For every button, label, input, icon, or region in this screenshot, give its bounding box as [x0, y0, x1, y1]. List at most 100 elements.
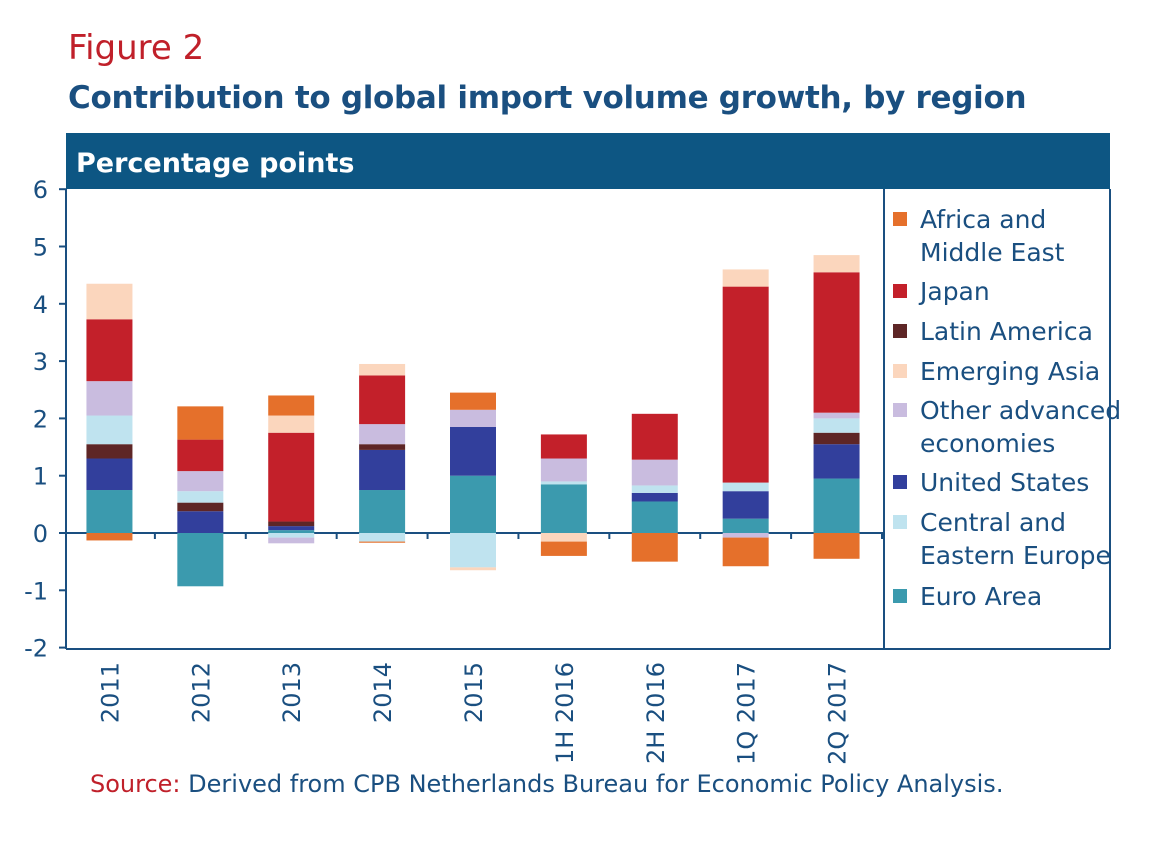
- bar-africa-and-middle-east-2h-2016: [631, 533, 678, 562]
- bars-group: [86, 255, 860, 587]
- legend-label: Africa and: [920, 205, 1046, 234]
- x-tick-label: 2Q 2017: [824, 662, 852, 765]
- bar-japan-2h-2016: [631, 413, 678, 460]
- source-label: Source:: [90, 770, 181, 798]
- bar-latin-america-2q-2017: [813, 432, 860, 445]
- bar-other-advanced-economies-2012: [177, 471, 224, 492]
- y-tick-label: 5: [33, 234, 48, 262]
- y-tick-label: 1: [33, 463, 48, 491]
- legend-label: Japan: [918, 277, 990, 306]
- bar-united-states-2012: [177, 511, 224, 533]
- legend-swatch: [893, 324, 907, 338]
- bar-euro-area-2014: [359, 490, 406, 533]
- y-tick-label: 2: [33, 405, 48, 433]
- legend-swatch: [893, 515, 907, 529]
- bar-euro-area-2011: [86, 490, 133, 533]
- x-tick-label: 1H 2016: [551, 662, 579, 764]
- bar-central-and-eastern-europe-2011: [86, 415, 133, 445]
- bar-other-advanced-economies-1h-2016: [540, 458, 587, 482]
- bar-other-advanced-economies-2014: [359, 424, 406, 445]
- source-note: Source: Derived from CPB Netherlands Bur…: [90, 770, 1003, 798]
- legend-label: United States: [920, 468, 1089, 497]
- bar-japan-2011: [86, 319, 133, 382]
- bar-central-and-eastern-europe-1q-2017: [722, 482, 769, 492]
- x-tick-label: 2013: [278, 662, 306, 723]
- bar-central-and-eastern-europe-2014: [359, 533, 406, 542]
- bar-latin-america-2013: [268, 521, 315, 527]
- bar-africa-and-middle-east-2015: [450, 392, 496, 410]
- bar-central-and-eastern-europe-2h-2016: [631, 485, 678, 493]
- bar-central-and-eastern-europe-2012: [177, 491, 224, 503]
- bar-africa-and-middle-east-1q-2017: [722, 537, 769, 567]
- bar-japan-2013: [268, 432, 315, 522]
- bar-other-advanced-economies-2q-2017: [813, 412, 860, 419]
- legend-swatch: [893, 475, 907, 489]
- x-tick-label: 2011: [96, 662, 124, 723]
- bar-emerging-asia-2011: [86, 283, 133, 320]
- bar-africa-and-middle-east-1h-2016: [540, 541, 587, 556]
- legend-swatch: [893, 364, 907, 378]
- bar-latin-america-2014: [359, 444, 406, 450]
- bar-euro-area-2015: [450, 475, 496, 533]
- chart-title: Contribution to global import volume gro…: [68, 80, 1027, 116]
- bar-united-states-2013: [268, 526, 315, 531]
- unit-header: Percentage points: [76, 148, 354, 179]
- bar-africa-and-middle-east-2013: [268, 395, 315, 416]
- bar-emerging-asia-2014: [359, 363, 406, 376]
- x-tick-label: 2014: [369, 662, 397, 723]
- bar-japan-1h-2016: [540, 434, 587, 459]
- bar-euro-area-2013: [268, 530, 315, 533]
- bar-japan-2q-2017: [813, 272, 860, 413]
- y-tick-label: -1: [24, 577, 48, 605]
- legend-swatch: [893, 403, 907, 417]
- legend-label: Eastern Europe: [920, 541, 1111, 570]
- bar-united-states-2q-2017: [813, 444, 860, 479]
- legend-label: Other advanced: [920, 396, 1121, 425]
- bar-africa-and-middle-east-2q-2017: [813, 533, 860, 559]
- legend: Africa and Middle East Japan Latin America E…: [893, 205, 1121, 611]
- x-tick-label: 2H 2016: [642, 662, 670, 764]
- bar-euro-area-2012: [177, 533, 224, 587]
- bar-central-and-eastern-europe-2015: [450, 533, 496, 568]
- legend-swatch: [893, 284, 907, 298]
- legend-swatch: [893, 589, 907, 603]
- bar-united-states-2015: [450, 426, 496, 476]
- bar-united-states-2011: [86, 458, 133, 491]
- legend-label: Emerging Asia: [920, 357, 1100, 386]
- y-tick-label: 6: [33, 176, 48, 204]
- bar-united-states-1q-2017: [722, 491, 769, 519]
- legend-label: Latin America: [920, 317, 1093, 346]
- legend-label: economies: [920, 429, 1055, 458]
- x-tick-label: 1Q 2017: [733, 662, 761, 765]
- bar-africa-and-middle-east-2014: [359, 541, 406, 543]
- legend-swatch: [893, 212, 907, 226]
- bar-other-advanced-economies-2015: [450, 409, 496, 427]
- legend-label: Central and: [920, 508, 1066, 537]
- bar-united-states-2014: [359, 449, 406, 491]
- bar-central-and-eastern-europe-2q-2017: [813, 418, 860, 433]
- x-tick-label: 2015: [460, 662, 488, 723]
- bar-japan-2012: [177, 439, 224, 472]
- legend-label: Euro Area: [920, 582, 1042, 611]
- source-text: Derived from CPB Netherlands Bureau for …: [188, 770, 1004, 798]
- legend-label: Middle East: [920, 238, 1065, 267]
- bar-central-and-eastern-europe-2013: [268, 533, 315, 538]
- figure-label: Figure 2: [68, 28, 205, 68]
- y-tick-label: 3: [33, 348, 48, 376]
- x-tick-label: 2012: [187, 662, 215, 723]
- bar-euro-area-2q-2017: [813, 478, 860, 533]
- axis-labels-group: -2 -1 0 1 2 3 4 5 6 2011 2012 2013 2014 2015 1H 2016 2H…: [24, 176, 851, 765]
- bar-central-and-eastern-europe-1h-2016: [540, 481, 587, 485]
- bar-united-states-2h-2016: [631, 492, 678, 502]
- bar-other-advanced-economies-2013: [268, 537, 315, 544]
- bar-emerging-asia-2013: [268, 415, 315, 433]
- bar-other-advanced-economies-2h-2016: [631, 459, 678, 486]
- bar-other-advanced-economies-1q-2017: [722, 533, 769, 538]
- bar-africa-and-middle-east-2011: [86, 533, 133, 541]
- bar-euro-area-1q-2017: [722, 518, 769, 533]
- bar-emerging-asia-1h-2016: [540, 533, 587, 542]
- y-tick-label: 0: [33, 520, 48, 548]
- y-tick-label: 4: [33, 291, 48, 319]
- y-tick-label: -2: [24, 635, 48, 663]
